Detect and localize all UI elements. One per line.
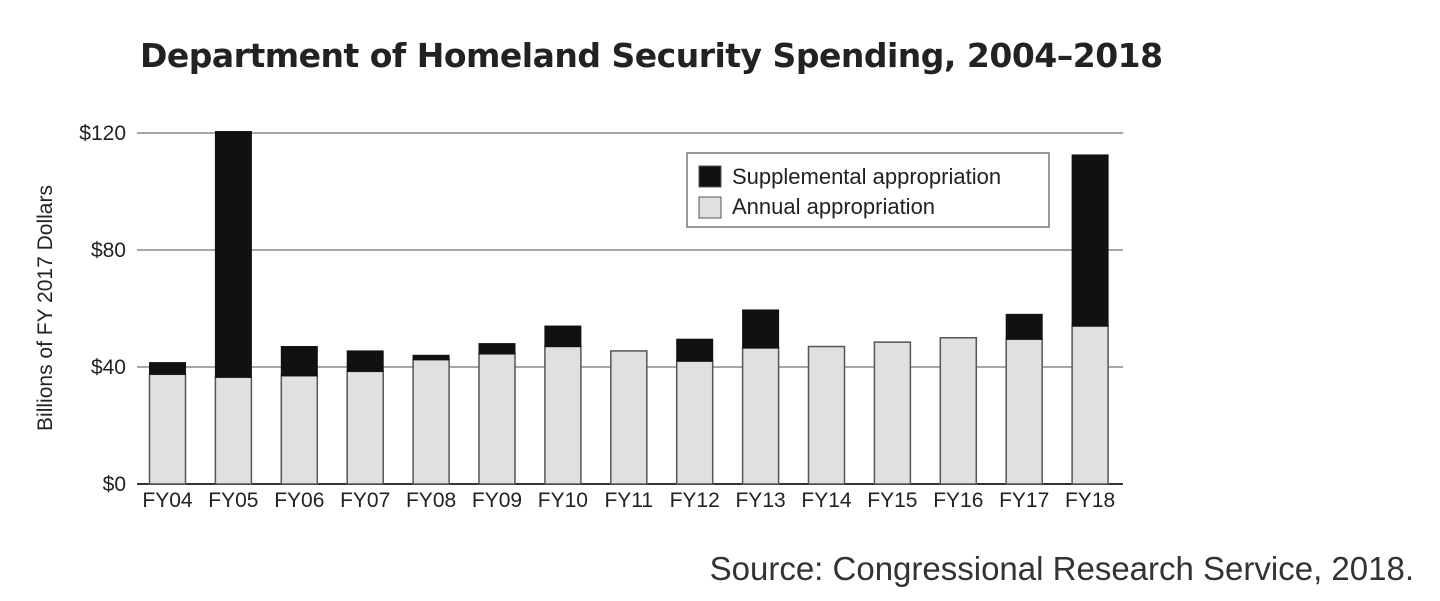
bar-supplemental-fy06 xyxy=(280,346,318,377)
x-tick-label: FY14 xyxy=(801,489,852,512)
x-tick-label: FY18 xyxy=(1065,489,1115,512)
bar-annual-fy04 xyxy=(148,373,187,485)
bar-supplemental-fy08 xyxy=(412,354,450,361)
bar-supplemental-fy07 xyxy=(346,350,384,372)
x-tick-label: FY17 xyxy=(999,489,1049,512)
bar-annual-fy10 xyxy=(544,345,582,485)
bar-annual-fy13 xyxy=(741,347,780,485)
bar-supplemental-fy18 xyxy=(1071,154,1109,327)
bar-supplemental-fy10 xyxy=(544,325,582,348)
bar-annual-fy15 xyxy=(873,341,912,485)
legend-swatch-annual xyxy=(698,196,722,219)
legend: Supplemental appropriation Annual approp… xyxy=(686,152,1050,228)
bar-annual-fy06 xyxy=(280,375,319,485)
bar-annual-fy08 xyxy=(412,358,450,485)
bar-supplemental-fy13 xyxy=(742,309,780,349)
x-axis-ticks: FY04 FY05 FY06 FY07 FY08 FY09 FY10 FY11 FY12 FY13… xyxy=(142,489,1115,512)
bar-annual-fy09 xyxy=(478,353,516,485)
y-tick-label: $80 xyxy=(91,239,126,262)
x-tick-label: FY15 xyxy=(867,489,917,512)
x-tick-label: FY12 xyxy=(670,489,720,512)
bars xyxy=(148,131,1109,485)
legend-swatch-supplemental xyxy=(698,165,722,188)
source-note: Source: Congressional Research Service, … xyxy=(709,550,1414,587)
x-tick-label: FY16 xyxy=(933,489,983,512)
x-tick-label: FY09 xyxy=(472,489,522,512)
bar-supplemental-fy09 xyxy=(478,343,516,355)
x-tick-label: FY05 xyxy=(208,489,258,512)
x-tick-label: FY04 xyxy=(142,489,193,512)
bar-supplemental-fy05 xyxy=(214,131,252,378)
x-tick-label: FY13 xyxy=(735,489,785,512)
y-tick-label: $0 xyxy=(103,473,126,496)
bar-annual-fy17 xyxy=(1005,338,1043,485)
x-tick-label: FY06 xyxy=(274,489,324,512)
y-axis-label: Billions of FY 2017 Dollars xyxy=(34,185,57,431)
bar-supplemental-fy12 xyxy=(676,338,714,362)
bar-annual-fy11 xyxy=(610,350,648,485)
x-tick-label: FY08 xyxy=(406,489,456,512)
x-tick-label: FY11 xyxy=(604,489,653,512)
legend-label-supplemental: Supplemental appropriation xyxy=(732,164,1001,189)
y-axis-ticks: $0 $40 $80 $120 xyxy=(79,122,126,496)
bar-annual-fy18 xyxy=(1071,325,1109,485)
x-tick-label: FY07 xyxy=(340,489,390,512)
bar-annual-fy14 xyxy=(807,345,846,485)
bar-annual-fy07 xyxy=(346,370,384,485)
y-tick-label: $120 xyxy=(79,122,126,145)
bar-supplemental-fy04 xyxy=(149,362,186,375)
y-tick-label: $40 xyxy=(91,356,126,379)
chart-title: Department of Homeland Security Spending… xyxy=(140,36,1163,75)
bar-supplemental-fy17 xyxy=(1005,313,1043,340)
bar-annual-fy12 xyxy=(675,360,714,485)
bar-annual-fy05 xyxy=(214,376,253,485)
legend-box xyxy=(686,152,1050,228)
legend-label-annual: Annual appropriation xyxy=(732,194,935,219)
bar-annual-fy16 xyxy=(939,337,978,485)
chart: $0 $40 $80 $120 FY04 FY05 FY06 FY07 FY08 FY09 FY1… xyxy=(34,122,1123,512)
x-tick-label: FY10 xyxy=(538,489,588,512)
